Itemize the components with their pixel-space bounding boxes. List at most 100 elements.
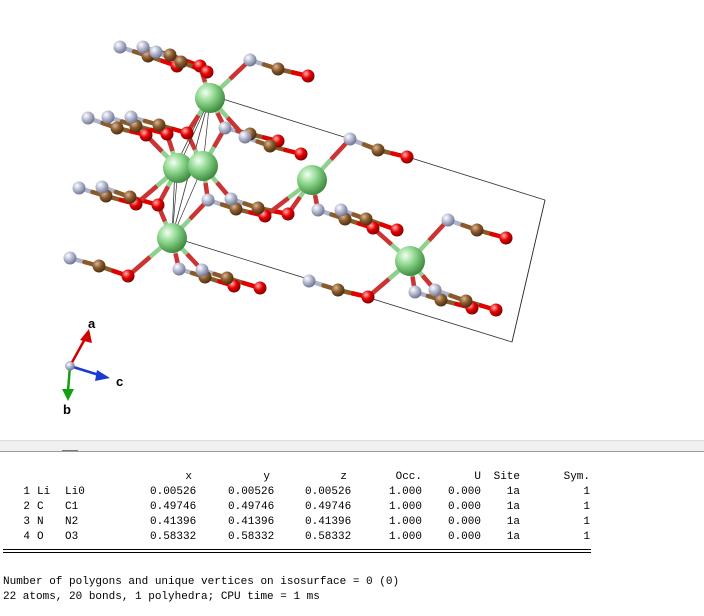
cell-elem: N [37,516,44,528]
cell-num: 1 [23,486,30,498]
header-sym: Sym. [563,471,590,483]
atom-o[interactable] [121,269,135,283]
atom-o[interactable] [366,221,380,235]
atom-li[interactable] [297,165,327,195]
atom-n[interactable] [218,121,232,135]
cell-u: 0.000 [447,501,481,513]
atom-c[interactable] [470,223,484,237]
header-z: z [340,471,347,483]
atom-n[interactable] [334,203,348,217]
cell-z: 0.58332 [305,531,352,543]
atom-n[interactable] [172,262,186,276]
atom-o[interactable] [400,150,414,164]
table-row: 2 C C1 0.49746 0.49746 0.49746 1.000 0.000 1a 1 [0,500,704,515]
output-panel[interactable]: x y z Occ. U Site Sym. 1 Li Li0 0.00526 0.00… [0,451,704,616]
atom-n[interactable] [441,213,455,227]
atom-li[interactable] [195,83,225,113]
atom-c[interactable] [229,202,243,216]
cell-elem: Li [37,486,51,498]
atom-c[interactable] [163,48,177,62]
cell-num: 2 [23,501,30,513]
cell-occ: 1.000 [388,516,422,528]
table-row: 4 O O3 0.58332 0.58332 0.58332 1.000 0.000 1a 1 [0,530,704,545]
atom-n[interactable] [63,251,77,265]
atom-c[interactable] [331,283,345,297]
atom-n[interactable] [95,180,109,194]
atom-c[interactable] [434,293,448,307]
atom-c[interactable] [359,212,373,226]
cell-sym: 1 [583,501,590,513]
atom-o[interactable] [281,207,295,221]
cell-z: 0.00526 [305,486,352,498]
cell-num: 3 [23,516,30,528]
atom-n[interactable] [408,285,422,299]
axes-indicator: a c b [62,316,123,417]
header-site: Site [493,471,520,483]
atom-c[interactable] [263,139,277,153]
atom-n[interactable] [149,45,163,59]
atom-o[interactable] [489,303,503,317]
atom-c[interactable] [371,143,385,157]
atom-n[interactable] [201,193,215,207]
atom-n[interactable] [243,53,257,67]
atom-n[interactable] [343,132,357,146]
cell-x: 0.58332 [150,531,197,543]
cell-label: Li0 [65,486,85,498]
header-y: y [263,471,270,483]
atom-o[interactable] [139,128,153,142]
axis-c-label: c [116,374,123,389]
cell-y: 0.00526 [228,486,275,498]
atom-o[interactable] [180,126,194,140]
atom-n[interactable] [195,263,209,277]
atom-o[interactable] [301,69,315,83]
atom-li[interactable] [188,151,218,181]
atom-c[interactable] [123,190,137,204]
atom-c[interactable] [271,62,285,76]
atom-o[interactable] [160,127,174,141]
cell-occ: 1.000 [388,531,422,543]
header-occ: Occ. [395,471,422,483]
atom-c[interactable] [251,201,265,215]
atom-n[interactable] [72,181,86,195]
atom-n[interactable] [81,111,95,125]
panel-splitter[interactable] [0,440,704,451]
atom-o[interactable] [390,223,404,237]
atom-c[interactable] [110,121,124,135]
atom-o[interactable] [499,231,513,245]
cell-label: C1 [65,501,79,513]
atom-c[interactable] [459,294,473,308]
atom-n[interactable] [124,110,138,124]
atom-o[interactable] [294,147,308,161]
atom-n[interactable] [238,130,252,144]
atom-n[interactable] [311,203,325,217]
structure-viewer[interactable]: a c b [0,0,704,440]
cell-label: O3 [65,531,79,543]
atom-n[interactable] [113,40,127,54]
header-u: U [474,471,481,483]
atom-c[interactable] [92,259,106,273]
atom-n[interactable] [224,192,238,206]
atom-n[interactable] [302,274,316,288]
table-row: 3 N N2 0.41396 0.41396 0.41396 1.000 0.000 1a 1 [0,515,704,530]
cell-elem: O [37,531,44,543]
cell-x: 0.00526 [150,486,197,498]
atom-li[interactable] [157,223,187,253]
atom-li[interactable] [395,246,425,276]
atom-n[interactable] [136,40,150,54]
splitter-grip[interactable] [62,450,78,451]
table-header: x y z Occ. U Site Sym. [0,470,704,485]
cell-x: 0.41396 [150,516,197,528]
atom-n[interactable] [101,110,115,124]
atom-c[interactable] [152,118,166,132]
atom-o[interactable] [361,290,375,304]
crystal-structure-canvas[interactable]: a c b [0,0,704,440]
cell-label: N2 [65,516,79,528]
atom-c[interactable] [220,271,234,285]
atom-n[interactable] [428,283,442,297]
atom-o[interactable] [200,65,214,79]
atom-li[interactable] [163,153,193,183]
atom-o[interactable] [151,198,165,212]
cell-site: 1a [506,516,520,528]
atom-c[interactable] [174,55,188,69]
atom-o[interactable] [253,281,267,295]
